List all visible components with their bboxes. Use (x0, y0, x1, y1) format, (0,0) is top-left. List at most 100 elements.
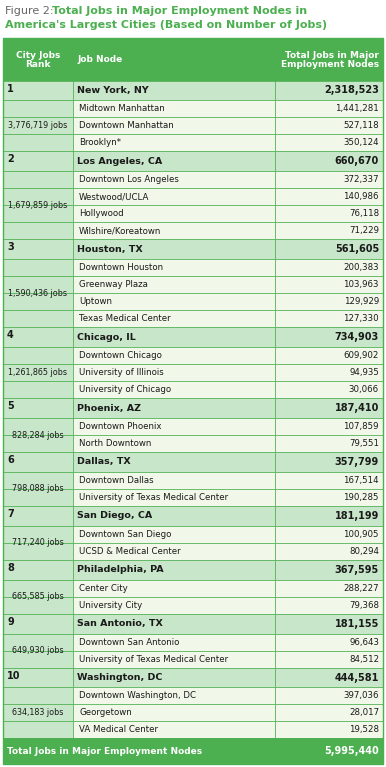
Bar (73, 347, 275, 364)
Bar (73, 614, 275, 634)
Text: Chicago, IL: Chicago, IL (77, 333, 136, 341)
Text: Westwood/UCLA: Westwood/UCLA (79, 193, 149, 201)
Text: University of Texas Medical Center: University of Texas Medical Center (79, 493, 228, 502)
Bar (3, 398, 73, 418)
Bar (275, 435, 383, 452)
Bar (73, 38, 275, 81)
Text: 1,261,865 jobs: 1,261,865 jobs (8, 368, 68, 377)
Bar (3, 222, 73, 239)
Bar (275, 276, 383, 293)
Text: 79,551: 79,551 (349, 439, 379, 448)
Text: Greenway Plaza: Greenway Plaza (79, 280, 148, 289)
Text: 357,799: 357,799 (335, 457, 379, 467)
Text: 187,410: 187,410 (335, 403, 379, 413)
Text: Hollywood: Hollywood (79, 209, 124, 219)
Bar (3, 418, 73, 435)
Bar (3, 364, 73, 381)
Bar (3, 328, 73, 347)
Text: Washington, DC: Washington, DC (77, 673, 163, 682)
Bar (275, 580, 383, 597)
Text: Wilshire/Koreatown: Wilshire/Koreatown (79, 226, 161, 235)
Bar (3, 134, 73, 151)
Bar (3, 739, 275, 764)
Bar (73, 452, 275, 472)
Text: University of Texas Medical Center: University of Texas Medical Center (79, 654, 228, 663)
Bar (73, 293, 275, 310)
Bar (73, 634, 275, 650)
Text: 3: 3 (7, 242, 14, 252)
Bar (73, 687, 275, 704)
Bar (73, 704, 275, 722)
Text: 350,124: 350,124 (344, 138, 379, 147)
Text: 19,528: 19,528 (349, 726, 379, 735)
Text: 2,318,523: 2,318,523 (324, 85, 379, 95)
Text: Figure 2:: Figure 2: (5, 6, 57, 16)
Bar (275, 472, 383, 489)
Bar (275, 489, 383, 506)
Text: 9: 9 (7, 617, 14, 627)
Bar (73, 435, 275, 452)
Text: San Diego, CA: San Diego, CA (77, 512, 152, 520)
Bar (73, 489, 275, 506)
Text: Downtown Los Angeles: Downtown Los Angeles (79, 176, 179, 184)
Text: 527,118: 527,118 (344, 121, 379, 130)
Text: 181,199: 181,199 (335, 511, 379, 521)
Bar (73, 650, 275, 667)
Text: 84,512: 84,512 (349, 654, 379, 663)
Text: 717,240 jobs: 717,240 jobs (12, 538, 64, 548)
Bar (73, 597, 275, 614)
Bar (3, 722, 73, 739)
Text: 6: 6 (7, 455, 14, 465)
Text: University City: University City (79, 601, 142, 610)
Bar (3, 310, 73, 328)
Bar (275, 506, 383, 526)
Bar (275, 171, 383, 189)
Bar (275, 293, 383, 310)
Text: 80,294: 80,294 (349, 547, 379, 556)
Bar (275, 452, 383, 472)
Bar (73, 364, 275, 381)
Text: VA Medical Center: VA Medical Center (79, 726, 158, 735)
Text: 71,229: 71,229 (349, 226, 379, 235)
Text: Downtown Manhattan: Downtown Manhattan (79, 121, 174, 130)
Text: 79,368: 79,368 (349, 601, 379, 610)
Bar (3, 526, 73, 543)
Bar (73, 171, 275, 189)
Bar (3, 151, 73, 171)
Bar (3, 81, 73, 100)
Bar (275, 650, 383, 667)
Text: New York, NY: New York, NY (77, 86, 149, 95)
Bar (275, 381, 383, 398)
Text: North Downtown: North Downtown (79, 439, 151, 448)
Text: City Jobs: City Jobs (16, 51, 60, 60)
Text: 30,066: 30,066 (349, 385, 379, 394)
Text: 94,935: 94,935 (349, 368, 379, 377)
Text: Job Node: Job Node (77, 54, 122, 64)
Bar (73, 151, 275, 171)
Bar (3, 489, 73, 506)
Bar (3, 259, 73, 276)
Text: Downtown Houston: Downtown Houston (79, 263, 163, 272)
Bar (275, 100, 383, 117)
Bar (275, 38, 383, 81)
Text: University of Illinois: University of Illinois (79, 368, 164, 377)
Bar (3, 435, 73, 452)
Text: 103,963: 103,963 (344, 280, 379, 289)
Text: 660,670: 660,670 (335, 156, 379, 166)
Bar (3, 189, 73, 206)
Bar (3, 171, 73, 189)
Bar (275, 543, 383, 560)
Text: 372,337: 372,337 (344, 176, 379, 184)
Bar (275, 347, 383, 364)
Text: 561,605: 561,605 (335, 244, 379, 255)
Text: 798,088 jobs: 798,088 jobs (12, 485, 64, 493)
Bar (73, 418, 275, 435)
Text: 1,590,436 jobs: 1,590,436 jobs (8, 288, 68, 298)
Bar (3, 543, 73, 560)
Text: 828,284 jobs: 828,284 jobs (12, 430, 64, 439)
Bar (73, 134, 275, 151)
Text: 167,514: 167,514 (344, 476, 379, 485)
Text: 181,155: 181,155 (335, 619, 379, 629)
Bar (3, 206, 73, 222)
Bar (275, 634, 383, 650)
